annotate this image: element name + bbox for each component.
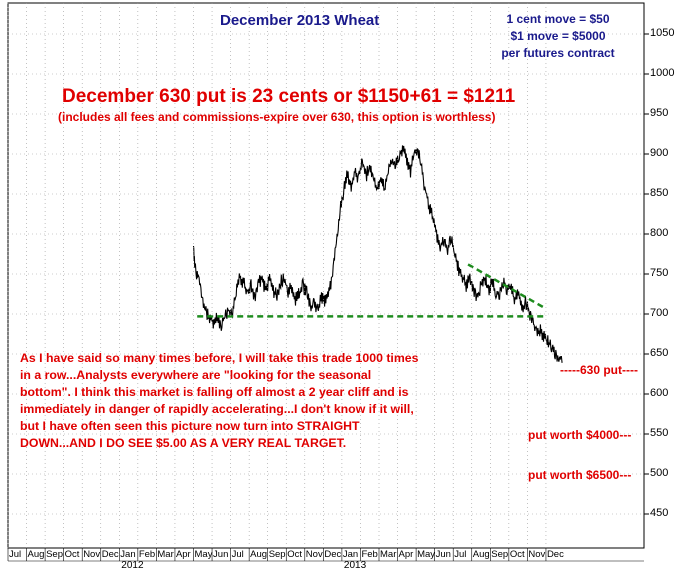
x-tick-label: Oct — [509, 549, 525, 560]
x-tick-label: Oct — [287, 549, 303, 560]
y-tick-label: 1000 — [650, 67, 675, 79]
note-dollar-move: $1 move = $5000 — [510, 29, 606, 43]
note-per-contract: per futures contract — [501, 46, 615, 60]
x-tick-label: Aug — [250, 549, 268, 560]
x-tick-label: Dec — [101, 549, 119, 560]
y-tick-label: 850 — [650, 187, 669, 199]
x-tick-label: Aug — [472, 549, 490, 560]
commentary-text: As I have said so many times before, I w… — [20, 350, 420, 452]
label-put-4000: put worth $4000--- — [528, 428, 632, 442]
commentary-body: As I have said so many times before, I w… — [20, 351, 419, 433]
y-tick-label: 450 — [650, 507, 669, 519]
x-tick-label: Nov — [528, 549, 546, 560]
year-label: 2013 — [343, 560, 367, 571]
year-label: 2012 — [121, 560, 144, 571]
label-630-put: -----630 put---- — [560, 363, 638, 377]
x-tick-label: Jun — [213, 549, 229, 560]
x-tick-label: Mar — [380, 549, 397, 560]
x-tick-label: Jan — [120, 549, 136, 560]
note-cent-move: 1 cent move = $50 — [506, 12, 610, 26]
y-tick-label: 700 — [650, 307, 669, 319]
x-tick-label: Dec — [546, 549, 564, 560]
subheadline: (includes all fees and commissions-expir… — [58, 110, 496, 124]
x-tick-label: Apr — [398, 549, 414, 560]
y-tick-label: 900 — [650, 147, 669, 159]
label-put-6500: put worth $6500--- — [528, 468, 632, 482]
chart-title: December 2013 Wheat — [220, 12, 380, 29]
commentary-emphasis: STRAIGHT DOWN...AND I DO SEE $5.00 AS A … — [20, 419, 360, 450]
chart-grid — [8, 33, 649, 515]
x-tick-label: Nov — [305, 549, 323, 560]
x-tick-label: May — [417, 549, 436, 560]
x-axis-ticks — [7, 3, 644, 562]
x-tick-label: Sep — [491, 549, 509, 560]
x-tick-label: Sep — [268, 549, 286, 560]
x-tick-label: Jul — [454, 549, 467, 560]
y-tick-label: 750 — [650, 267, 669, 279]
downtrend-line — [467, 263, 545, 309]
y-tick-label: 650 — [650, 347, 669, 359]
x-tick-label: Apr — [175, 549, 191, 560]
x-tick-label: Jun — [435, 549, 451, 560]
x-tick-label: Sep — [46, 549, 63, 560]
x-tick-label: Dec — [324, 549, 342, 560]
headline: December 630 put is 23 cents or $1150+61… — [62, 86, 516, 107]
y-tick-label: 1050 — [650, 27, 675, 39]
x-tick-label: Jul — [9, 549, 22, 560]
x-tick-label: Jan — [342, 549, 359, 560]
x-tick-label: Mar — [157, 549, 174, 560]
price-series-line — [192, 145, 563, 363]
plot-frame — [7, 2, 645, 549]
y-tick-label: 550 — [650, 427, 669, 439]
x-tick-label: Feb — [361, 549, 378, 560]
y-tick-label: 800 — [650, 227, 669, 239]
x-tick-label: Nov — [83, 549, 101, 560]
x-tick-label: Aug — [27, 549, 45, 560]
x-tick-label: Feb — [138, 549, 156, 560]
x-tick-label: Oct — [64, 549, 80, 560]
y-tick-label: 500 — [650, 467, 669, 479]
y-tick-label: 950 — [650, 107, 669, 119]
y-tick-label: 600 — [650, 387, 669, 399]
x-tick-label: May — [194, 549, 213, 560]
x-tick-label: Jul — [231, 549, 244, 560]
